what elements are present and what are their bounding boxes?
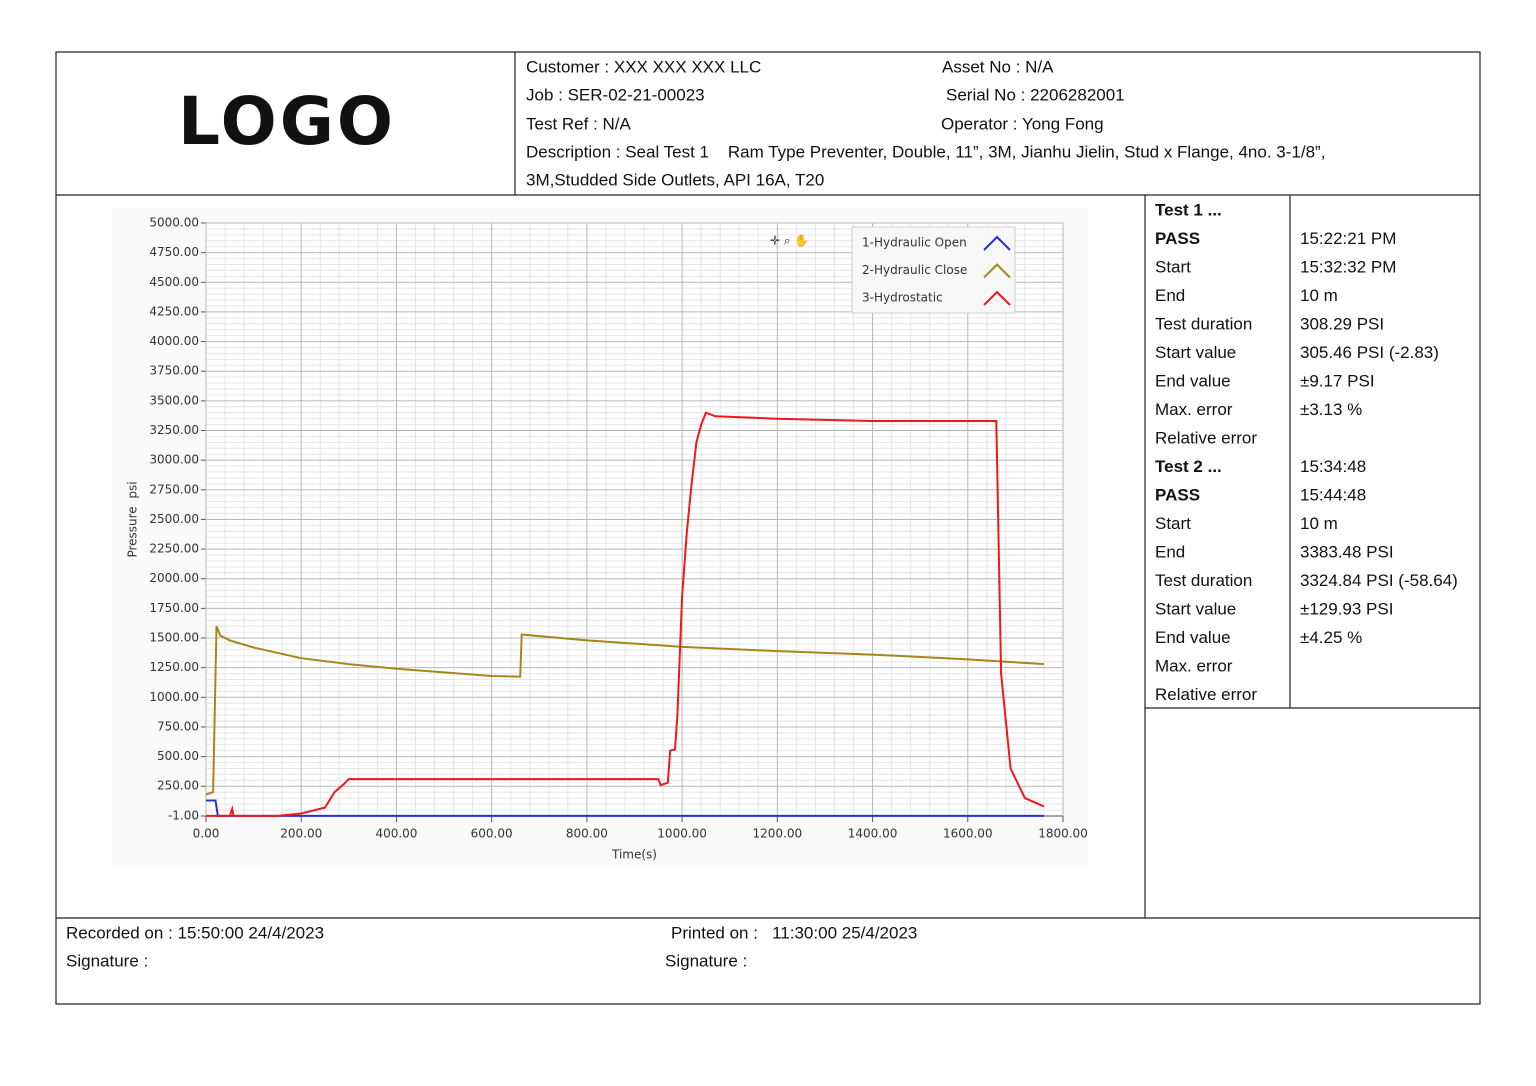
result-label: Max. error — [1155, 656, 1233, 675]
result-value: 305.46 PSI (-2.83) — [1300, 343, 1439, 362]
result-label: Start — [1155, 257, 1191, 276]
y-tick-label: 3750.00 — [149, 364, 199, 378]
y-tick-label: 4250.00 — [149, 304, 199, 318]
signature: Signature : — [66, 951, 148, 970]
recorded: Recorded on : 15:50:00 24/4/2023 — [66, 923, 324, 942]
legend-swatch — [983, 263, 1011, 279]
y-tick-label: 750.00 — [157, 719, 199, 733]
x-tick-label: 600.00 — [471, 827, 513, 841]
signature: Signature : — [665, 951, 747, 970]
x-tick-label: 1600.00 — [943, 827, 993, 841]
result-value: ±129.93 PSI — [1300, 599, 1393, 618]
y-tick-label: 1250.00 — [149, 660, 199, 674]
x-axis-label: Time(s) — [611, 848, 657, 862]
result-value: 3324.84 PSI (-58.64) — [1300, 571, 1458, 590]
series-line — [205, 625, 1045, 796]
y-tick-label: 4500.00 — [149, 275, 199, 289]
result-label: Relative error — [1155, 428, 1257, 447]
x-tick-label: 1200.00 — [753, 827, 803, 841]
legend-label: 2-Hydraulic Close — [862, 263, 967, 277]
result-label: PASS — [1155, 485, 1200, 504]
result-label: Test duration — [1155, 314, 1252, 333]
result-label: End value — [1155, 371, 1231, 390]
result-value: 15:32:32 PM — [1300, 257, 1396, 276]
y-tick-label: 1500.00 — [149, 631, 199, 645]
legend-tools: ✛ ⌕ ✋ — [770, 234, 809, 248]
y-tick-label: 1750.00 — [149, 601, 199, 615]
y-axis-label: Pressure psi — [126, 481, 140, 557]
result-label: Test 2 ... — [1155, 457, 1222, 476]
result-label: Test 1 ... — [1155, 200, 1222, 219]
y-tick-label: 2250.00 — [149, 542, 199, 556]
operator: Operator : Yong Fong — [941, 114, 1104, 133]
result-value: 10 m — [1300, 514, 1338, 533]
result-label: Start value — [1155, 599, 1236, 618]
y-tick-label: 4000.00 — [149, 334, 199, 348]
result-value: 3383.48 PSI — [1300, 542, 1394, 561]
legend-box — [851, 226, 1016, 314]
logo: LOGO — [178, 83, 396, 160]
result-value: 15:22:21 PM — [1300, 229, 1396, 248]
y-tick-label: 3000.00 — [149, 453, 199, 467]
legend-label: 3-Hydrostatic — [862, 291, 943, 305]
y-tick-label: 4750.00 — [149, 245, 199, 259]
result-value: 10 m — [1300, 286, 1338, 305]
x-tick-label: 1800.00 — [1038, 827, 1088, 841]
result-label: End — [1155, 286, 1185, 305]
y-tick-label: 3250.00 — [149, 423, 199, 437]
series-line — [206, 799, 1044, 817]
result-label: End — [1155, 542, 1185, 561]
serial: Serial No : 2206282001 — [946, 85, 1125, 104]
x-tick-label: 1400.00 — [848, 827, 898, 841]
x-tick-label: 1000.00 — [657, 827, 707, 841]
result-value: ±4.25 % — [1300, 628, 1362, 647]
result-value: ±3.13 % — [1300, 400, 1362, 419]
legend-swatch — [983, 235, 1011, 251]
y-tick-label: 2500.00 — [149, 512, 199, 526]
result-value: 308.29 PSI — [1300, 314, 1384, 333]
result-value: ±9.17 PSI — [1300, 371, 1375, 390]
result-label: Max. error — [1155, 400, 1233, 419]
legend-label: 1-Hydraulic Open — [862, 236, 967, 250]
y-tick-label: 250.00 — [157, 779, 199, 793]
frame — [55, 51, 1481, 1005]
x-tick-label: 200.00 — [280, 827, 322, 841]
legend-swatch — [983, 290, 1011, 306]
job: Job : SER-02-21-00023 — [526, 85, 705, 104]
customer: Customer : XXX XXX XXX LLC — [526, 57, 761, 76]
description: Description : Seal Test 1 Ram Type Preve… — [526, 142, 1325, 161]
test-ref: Test Ref : N/A — [526, 114, 632, 133]
y-tick-label: 1000.00 — [149, 690, 199, 704]
result-value: 15:44:48 — [1300, 485, 1366, 504]
y-tick-label: 3500.00 — [149, 393, 199, 407]
x-tick-label: 0.00 — [193, 827, 220, 841]
printed: Printed on : 11:30:00 25/4/2023 — [671, 923, 917, 942]
result-label: PASS — [1155, 229, 1200, 248]
result-label: Start — [1155, 514, 1191, 533]
x-tick-label: 400.00 — [375, 827, 417, 841]
asset: Asset No : N/A — [942, 57, 1054, 76]
result-value: 15:34:48 — [1300, 457, 1366, 476]
result-label: Test duration — [1155, 571, 1252, 590]
result-label: Start value — [1155, 343, 1236, 362]
y-tick-label: 500.00 — [157, 749, 199, 763]
x-tick-label: 800.00 — [566, 827, 608, 841]
description: 3M,Studded Side Outlets, API 16A, T20 — [526, 170, 824, 189]
result-label: Relative error — [1155, 685, 1257, 704]
y-tick-label: 5000.00 — [149, 216, 199, 230]
y-tick-label: 2000.00 — [149, 571, 199, 585]
y-tick-label: 2750.00 — [149, 482, 199, 496]
y-tick-label: -1.00 — [168, 809, 199, 823]
result-label: End value — [1155, 628, 1231, 647]
series-line — [206, 411, 1045, 817]
